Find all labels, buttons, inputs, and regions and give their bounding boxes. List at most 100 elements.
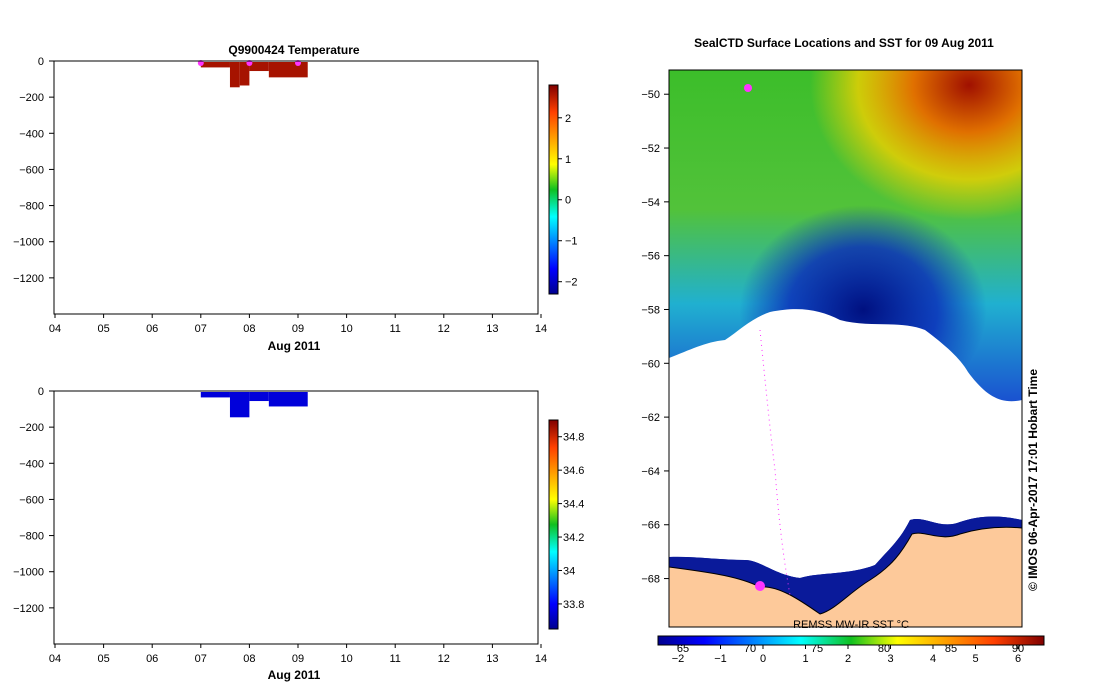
- latitude-tick-label: −62: [641, 412, 660, 424]
- seal-track: [759, 329, 791, 596]
- salinity-colorbar: [548, 419, 559, 630]
- longitude-label: 90: [1012, 643, 1024, 655]
- x-tick-label: 08: [243, 323, 255, 335]
- sst-field: [669, 70, 1022, 627]
- x-tick-label: 06: [146, 323, 158, 335]
- colorbar-tick-label: −1: [565, 236, 578, 248]
- profile-bar: [200, 392, 230, 398]
- y-tick-label: −600: [19, 494, 44, 506]
- salinity-colorbar-ticks: 34.8 34.6 34.4 34.2 34 33.8: [558, 432, 584, 611]
- seal-location-north: [744, 84, 752, 92]
- salinity-panel: 0 −200 −400 −600 −800 −1000 −1200 04 05 06 07 08 09…: [13, 386, 584, 682]
- x-tick-label: 12: [438, 323, 450, 335]
- sst-tick-label: 3: [887, 653, 893, 665]
- x-tick-label: 07: [195, 323, 207, 335]
- profile-bar: [268, 62, 308, 78]
- x-tick-label: 07: [195, 653, 207, 665]
- colorbar-tick-label: 2: [565, 113, 571, 125]
- salinity-profiles: [200, 392, 308, 418]
- y-tick-label: −1200: [13, 273, 44, 285]
- map-frame: [668, 69, 1023, 628]
- profile-bar: [229, 392, 250, 418]
- map-title: SealCTD Surface Locations and SST for 09…: [694, 36, 994, 50]
- y-tick-label: −1200: [13, 603, 44, 615]
- longitude-label: 75: [811, 643, 823, 655]
- imos-credit: © IMOS 06-Apr-2017 17:01 Hobart Time: [1026, 369, 1040, 591]
- x-tick-label: 09: [292, 323, 304, 335]
- colorbar-tick-label: 1: [565, 154, 571, 166]
- profile-bar: [229, 62, 240, 88]
- x-tick-label: 14: [535, 323, 547, 335]
- sst-tick-label: 5: [972, 653, 978, 665]
- latitude-tick-label: −68: [641, 574, 660, 586]
- temperature-colorbar-ticks: 2 1 0 −1 −2: [558, 113, 578, 289]
- y-tick-label: −1000: [13, 567, 44, 579]
- temperature-xlabel: Aug 2011: [268, 339, 321, 353]
- x-tick-label: 12: [438, 653, 450, 665]
- temperature-y-axis: 0 −200 −400 −600 −800 −1000 −1200: [13, 56, 54, 285]
- x-tick-label: 10: [340, 323, 352, 335]
- colorbar-tick-label: 34.8: [563, 432, 584, 444]
- colorbar-tick-label: 34.4: [563, 499, 584, 511]
- profile-bar: [239, 62, 250, 86]
- latitude-tick-label: −50: [641, 89, 660, 101]
- x-tick-label: 13: [486, 653, 498, 665]
- sst-tick-label: 0: [760, 653, 766, 665]
- temperature-profiles: [200, 62, 308, 88]
- map-longitude-labels: 65 70 75 80 85 90: [677, 643, 1024, 655]
- y-tick-label: −1000: [13, 237, 44, 249]
- y-tick-label: −200: [19, 92, 44, 104]
- colorbar-tick-label: −2: [565, 277, 578, 289]
- y-tick-label: 0: [38, 386, 44, 398]
- longitude-label: 80: [878, 643, 890, 655]
- y-tick-label: −200: [19, 422, 44, 434]
- salinity-y-axis: 0 −200 −400 −600 −800 −1000 −1200: [13, 386, 54, 615]
- seal-location: [755, 581, 765, 591]
- y-tick-label: −400: [19, 458, 44, 470]
- longitude-label: 70: [744, 643, 756, 655]
- x-tick-label: 05: [97, 653, 109, 665]
- x-tick-label: 05: [97, 323, 109, 335]
- x-tick-label: 11: [389, 653, 400, 665]
- sst-tick-label: 6: [1015, 653, 1021, 665]
- profile-bar: [249, 392, 269, 402]
- colorbar-tick-label: 33.8: [563, 599, 584, 611]
- sea-ice-region: [669, 309, 1022, 578]
- x-tick-label: 06: [146, 653, 158, 665]
- temperature-x-axis: 04 05 06 07 08 09 10 11 12 13 14: [49, 314, 547, 335]
- profile-bar: [249, 62, 269, 72]
- y-tick-label: −800: [19, 531, 44, 543]
- latitude-tick-label: −58: [641, 304, 660, 316]
- profile-bar: [268, 392, 308, 407]
- temperature-plot-frame: [53, 60, 539, 315]
- y-tick-label: −600: [19, 164, 44, 176]
- x-tick-label: 13: [486, 323, 498, 335]
- profile-bar: [200, 62, 230, 68]
- temperature-title: Q9900424 Temperature: [228, 43, 360, 57]
- colorbar-tick-label: 34.2: [563, 532, 584, 544]
- latitude-tick-label: −60: [641, 358, 660, 370]
- x-tick-label: 10: [340, 653, 352, 665]
- x-tick-label: 11: [389, 323, 400, 335]
- x-tick-label: 08: [243, 653, 255, 665]
- y-tick-label: −800: [19, 201, 44, 213]
- latitude-tick-label: −52: [641, 143, 660, 155]
- sst-source-label: REMSS MW-IR SST °C: [793, 619, 909, 631]
- latitude-tick-label: −56: [641, 251, 660, 263]
- sst-colorbar-ticks: −2 −1 0 1 2 3 4 5 6: [672, 645, 1021, 665]
- salinity-x-axis: 04 05 06 07 08 09 10 11 12 13 14: [49, 644, 547, 665]
- colorbar-tick-label: 34: [563, 565, 575, 577]
- sst-tick-label: 2: [845, 653, 851, 665]
- x-tick-label: 14: [535, 653, 547, 665]
- latitude-tick-label: −54: [641, 197, 660, 209]
- colorbar-tick-label: 0: [565, 195, 571, 207]
- longitude-label: 85: [945, 643, 957, 655]
- longitude-label: 65: [677, 643, 689, 655]
- sst-tick-label: 4: [930, 653, 936, 665]
- latitude-tick-label: −64: [641, 466, 660, 478]
- x-tick-label: 04: [49, 653, 61, 665]
- coastal-ocean: [669, 516, 1022, 615]
- temperature-colorbar: [548, 84, 559, 295]
- x-tick-label: 09: [292, 653, 304, 665]
